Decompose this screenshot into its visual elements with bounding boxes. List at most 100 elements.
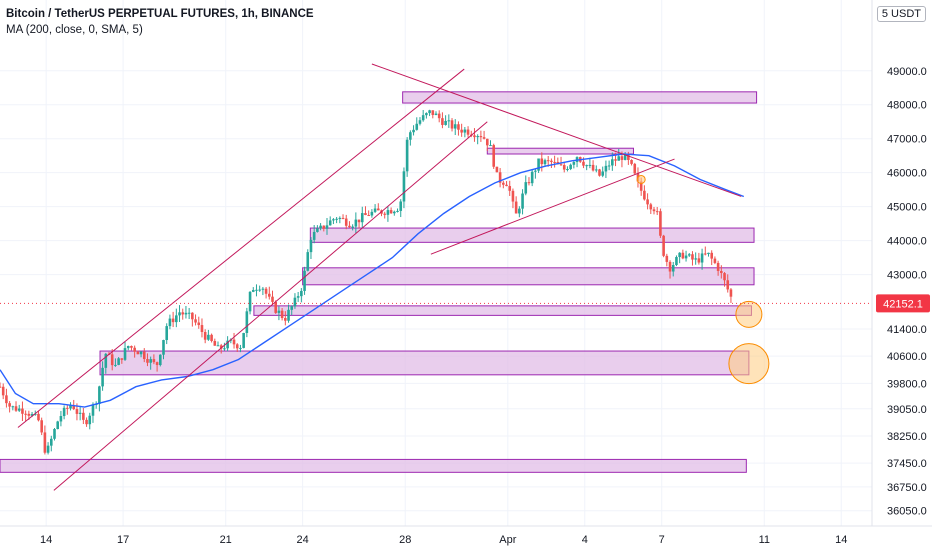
candle-body bbox=[235, 344, 239, 349]
candle-body bbox=[473, 135, 476, 138]
zone-box bbox=[402, 91, 758, 104]
candle-body bbox=[550, 160, 553, 162]
candle-body bbox=[62, 407, 66, 417]
candle-body bbox=[284, 318, 287, 321]
candle-body bbox=[441, 118, 444, 125]
candle-body bbox=[383, 213, 387, 215]
y-tick-label: 45000.0 bbox=[887, 202, 927, 214]
candle-body bbox=[91, 404, 95, 416]
candle-body bbox=[207, 334, 210, 340]
support-resistance-zones bbox=[0, 91, 758, 473]
candle-body bbox=[30, 414, 34, 416]
candle-body bbox=[85, 419, 88, 425]
candle-body bbox=[495, 166, 499, 173]
candle-body bbox=[707, 252, 710, 255]
candle-body bbox=[466, 129, 470, 135]
candle-body bbox=[17, 408, 21, 411]
candle-body bbox=[620, 156, 624, 160]
candle-body bbox=[280, 310, 284, 319]
target-circle bbox=[636, 174, 646, 184]
candle-body bbox=[133, 347, 136, 352]
trendline-channel-upper bbox=[17, 68, 465, 428]
candle-body bbox=[146, 359, 149, 363]
y-tick-label: 40600.0 bbox=[887, 351, 927, 363]
candle-body bbox=[290, 306, 294, 310]
trendline-rising-support bbox=[430, 158, 675, 255]
candle-body bbox=[614, 159, 617, 161]
zone-box bbox=[99, 350, 750, 376]
candle-body bbox=[213, 340, 217, 346]
candle-body bbox=[508, 186, 512, 191]
candle-body bbox=[248, 291, 252, 312]
zone-box bbox=[486, 147, 634, 155]
candle-body bbox=[524, 182, 528, 194]
candle-body bbox=[277, 310, 281, 313]
candle-body bbox=[175, 315, 178, 323]
candle-body bbox=[0, 386, 2, 388]
candle-body bbox=[319, 225, 322, 229]
candle-body bbox=[267, 293, 271, 297]
candlestick-series bbox=[0, 109, 733, 455]
candle-body bbox=[306, 252, 310, 271]
candle-body bbox=[402, 171, 406, 202]
candle-body bbox=[46, 445, 50, 453]
candle-body bbox=[665, 255, 669, 262]
candle-body bbox=[158, 354, 162, 366]
candle-body bbox=[338, 217, 342, 219]
zone-box bbox=[0, 458, 747, 473]
candle-body bbox=[130, 345, 133, 348]
candle-body bbox=[617, 156, 621, 161]
candle-body bbox=[332, 219, 335, 221]
y-tick-label: 37450.0 bbox=[887, 458, 927, 470]
candle-body bbox=[78, 412, 82, 414]
candle-body bbox=[287, 309, 290, 321]
candle-body bbox=[409, 132, 412, 140]
candle-body bbox=[348, 225, 351, 228]
candle-body bbox=[82, 412, 85, 420]
candle-body bbox=[59, 416, 63, 422]
candle-body bbox=[33, 413, 37, 415]
candle-body bbox=[623, 153, 627, 160]
candle-body bbox=[659, 211, 662, 236]
indicator-label[interactable]: MA (200, close, 0, SMA, 5) bbox=[6, 24, 143, 36]
candle-body bbox=[681, 252, 685, 259]
candle-body bbox=[505, 184, 508, 187]
candle-body bbox=[537, 158, 540, 171]
y-tick-label: 43000.0 bbox=[887, 270, 927, 282]
candle-body bbox=[194, 319, 197, 323]
x-tick-label: 28 bbox=[399, 534, 411, 546]
candle-body bbox=[415, 123, 419, 130]
candle-body bbox=[197, 322, 201, 326]
candle-body bbox=[216, 345, 220, 347]
candle-body bbox=[264, 288, 268, 294]
candle-body bbox=[27, 413, 31, 416]
currency-badge[interactable]: 5 USDT bbox=[876, 6, 926, 22]
candle-body bbox=[694, 258, 697, 260]
candle-body bbox=[219, 345, 223, 349]
y-tick-label: 44000.0 bbox=[887, 236, 927, 248]
candle-body bbox=[726, 280, 730, 290]
x-tick-label: 21 bbox=[220, 534, 232, 546]
candle-body bbox=[585, 165, 588, 167]
y-tick-label: 38250.0 bbox=[887, 431, 927, 443]
x-tick-label: 7 bbox=[659, 534, 665, 546]
candle-body bbox=[373, 208, 377, 212]
chart-title: Bitcoin / TetherUS PERPETUAL FUTURES, 1h… bbox=[6, 8, 314, 20]
candle-body bbox=[66, 407, 69, 409]
x-tick-label: 11 bbox=[759, 534, 770, 546]
candle-body bbox=[386, 210, 390, 215]
candle-body bbox=[21, 408, 24, 414]
candle-body bbox=[518, 208, 521, 214]
candle-body bbox=[123, 348, 127, 360]
candle-body bbox=[713, 258, 717, 263]
candle-body bbox=[498, 172, 502, 183]
y-tick-label: 46000.0 bbox=[887, 168, 927, 180]
candle-body bbox=[723, 273, 726, 281]
candle-body bbox=[553, 161, 556, 163]
candle-body bbox=[566, 168, 569, 170]
candle-body bbox=[184, 312, 188, 315]
trendlines bbox=[17, 63, 742, 491]
candle-body bbox=[98, 386, 101, 404]
